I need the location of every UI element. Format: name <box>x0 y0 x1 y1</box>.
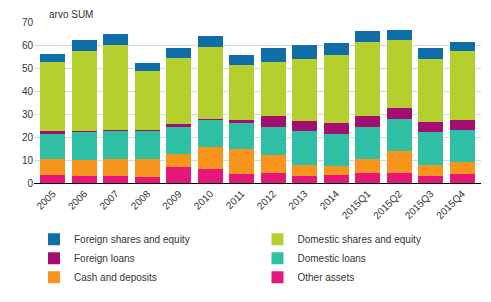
svg-text:2011: 2011 <box>224 188 247 211</box>
svg-text:Domestic loans: Domestic loans <box>298 253 366 264</box>
svg-text:2010: 2010 <box>192 188 216 212</box>
svg-text:2007: 2007 <box>97 188 121 212</box>
svg-text:50: 50 <box>22 63 34 74</box>
svg-text:Other assets: Other assets <box>298 272 355 283</box>
svg-text:0: 0 <box>27 178 33 189</box>
svg-text:2012: 2012 <box>255 188 279 212</box>
svg-text:2013: 2013 <box>286 188 310 212</box>
svg-text:2015Q1: 2015Q1 <box>340 188 373 221</box>
svg-text:2009: 2009 <box>160 188 184 212</box>
svg-text:2015Q4: 2015Q4 <box>434 188 467 221</box>
svg-text:2015Q2: 2015Q2 <box>371 188 404 221</box>
svg-text:2005: 2005 <box>34 188 58 212</box>
svg-text:Domestic shares and equity: Domestic shares and equity <box>298 234 421 245</box>
svg-text:Foreign shares and equity: Foreign shares and equity <box>74 234 190 245</box>
svg-text:20: 20 <box>22 132 34 143</box>
svg-text:2006: 2006 <box>66 188 90 212</box>
svg-text:2015Q3: 2015Q3 <box>403 188 436 221</box>
svg-text:Cash and deposits: Cash and deposits <box>74 272 157 283</box>
svg-text:Foreign loans: Foreign loans <box>74 253 135 264</box>
svg-text:40: 40 <box>22 86 34 97</box>
svg-text:arvo SUM: arvo SUM <box>49 9 93 20</box>
svg-text:2014: 2014 <box>318 188 342 212</box>
svg-text:60: 60 <box>22 40 34 51</box>
svg-text:70: 70 <box>22 17 34 28</box>
svg-text:2008: 2008 <box>129 188 153 212</box>
svg-text:30: 30 <box>22 109 34 120</box>
svg-text:10: 10 <box>22 155 34 166</box>
